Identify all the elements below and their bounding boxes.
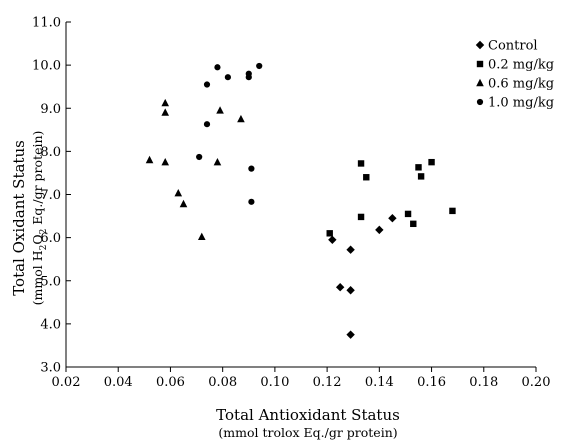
x-tick-label: 0.18 [469,375,498,390]
data-point-circle [196,153,203,161]
data-point-circle [203,121,211,128]
legend-marker-circle [476,98,484,106]
y-tick-label: 8.0 [40,145,61,160]
y-tick-label: 11.0 [32,16,61,31]
data-point-circle [203,81,211,88]
data-point-diamond [335,283,345,292]
data-point-square [326,230,333,237]
x-tick-label: 0.02 [52,375,81,390]
y-tick-label: 4.0 [40,317,61,332]
data-point-circle [248,198,255,205]
legend-label: 0.2 mg/kg [488,58,554,73]
data-point-circle [256,62,263,70]
axes [65,22,536,368]
data-point-square [415,164,422,171]
data-point-diamond [375,225,384,235]
data-point-square [449,207,456,215]
y-axis-label: Total Oxidant Status (mmol H2O2 Eq./gr p… [10,131,49,306]
y-tick-label: 7.0 [40,188,61,203]
x-axis-subtitle: (mmol trolox Eq./gr protein) [218,425,397,440]
data-point-triangle [161,98,170,107]
x-tick-label: 0.20 [522,375,551,390]
x-tick-label: 0.10 [260,375,289,390]
x-tick-label: 0.08 [208,375,237,390]
x-axis-title: Total Antioxidant Status [216,406,400,424]
data-point-square [417,173,425,180]
data-point-diamond [346,245,355,254]
data-point-triangle [161,108,170,116]
data-point-diamond [328,235,337,244]
x-tick-label: 0.16 [417,375,446,390]
data-point-triangle [174,189,183,197]
x-tick-label: 0.04 [104,375,133,390]
y-tick-label: 3.0 [40,361,61,376]
data-point-circle [224,74,231,81]
legend-marker-square [476,60,484,68]
y-tick-label: 5.0 [40,274,61,289]
x-tick-label: 0.06 [156,375,185,390]
y-tick-label: 10.0 [32,59,61,74]
data-point-triangle [197,232,206,240]
data-point-triangle [237,114,245,123]
legend-marker-diamond [475,40,485,50]
data-point-circle [245,74,252,81]
data-point-diamond [346,286,355,295]
y-axis-ticks: 3.0 4.0 5.0 6.0 7.0 8.0 9.0 10.0 11.0 [32,16,71,376]
y-axis-title: Total Oxidant Status [10,140,28,296]
data-point-diamond [346,330,355,339]
data-points [145,62,456,339]
x-axis-ticks: 0.02 0.04 0.06 0.08 0.10 0.12 0.14 0.16 0.18 0.20 [52,367,551,390]
data-point-square [428,158,435,166]
x-tick-label: 0.14 [365,375,394,390]
y-axis-subtitle: (mmol H2O2 Eq./gr protein) [30,131,49,306]
data-point-square [363,174,370,181]
data-point-circle [248,165,255,172]
data-point-square [357,213,365,221]
data-point-square [404,210,412,218]
legend: Control 0.2 mg/kg 0.6 mg/kg 1.0 mg/kg [475,39,554,111]
data-point-circle [214,64,221,71]
data-point-square [410,220,417,228]
data-point-triangle [213,157,222,166]
data-point-triangle [161,157,170,166]
data-point-square [357,160,365,167]
data-point-triangle [216,106,224,114]
legend-marker-triangle [476,78,484,87]
x-tick-label: 0.12 [313,375,342,390]
y-tick-label: 9.0 [40,102,61,117]
data-point-triangle [179,199,188,208]
legend-label: Control [488,39,538,54]
data-point-diamond [388,214,397,223]
legend-label: 1.0 mg/kg [488,96,554,111]
y-tick-label: 6.0 [40,231,61,246]
legend-label: 0.6 mg/kg [488,77,554,92]
data-point-triangle [145,155,154,164]
